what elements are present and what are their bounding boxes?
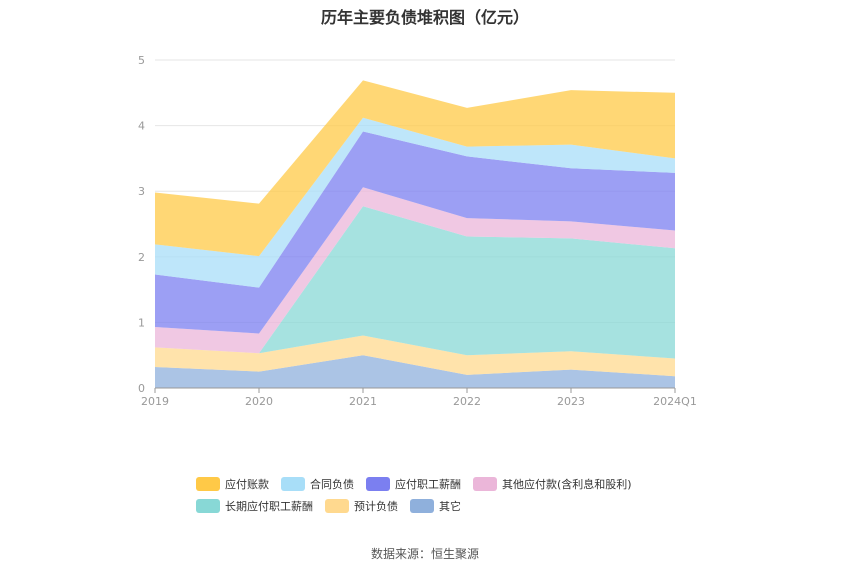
legend-label: 长期应付职工薪酬 [225,500,313,513]
y-tick-label: 1 [138,316,145,329]
legend-label: 预计负债 [354,500,398,513]
y-tick-label: 0 [138,382,145,395]
legend-row: 长期应付职工薪酬 预计负债 其它 [196,495,696,517]
y-tick-label: 5 [138,54,145,67]
x-tick-label: 2021 [349,395,377,408]
legend-swatch [325,499,349,513]
legend: 应付账款 合同负债 应付职工薪酬 其他应付款(含利息和股利) 长期应付职工薪酬 预计负债 其… [196,473,696,517]
legend-item[interactable]: 其他应付款(含利息和股利) [473,476,632,492]
legend-row: 应付账款 合同负债 应付职工薪酬 其他应付款(含利息和股利) [196,473,696,495]
x-tick-label: 2020 [245,395,273,408]
area-series [155,80,675,388]
y-tick-label: 3 [138,185,145,198]
legend-label: 其它 [439,500,461,513]
area-其他应付款(含利息和股利) [155,187,675,354]
axes: 0 1 2 3 4 5 2019 2020 2021 2022 2023 2024Q1 [138,54,697,408]
legend-swatch [196,499,220,513]
x-tick-label: 2022 [453,395,481,408]
y-tick-label: 4 [138,120,145,133]
legend-item[interactable]: 应付账款 [196,476,269,492]
x-tick-label: 2019 [141,395,169,408]
area-应付职工薪酬 [155,131,675,334]
x-tick-label: 2023 [557,395,585,408]
legend-swatch [410,499,434,513]
legend-label: 合同负债 [310,478,354,491]
legend-swatch [281,477,305,491]
area-其它 [155,355,675,388]
legend-swatch [196,477,220,491]
y-tick-label: 2 [138,251,145,264]
legend-swatch [366,477,390,491]
legend-label: 应付职工薪酬 [395,478,461,491]
area-应付账款 [155,80,675,257]
legend-item[interactable]: 长期应付职工薪酬 [196,498,313,514]
legend-item[interactable]: 其它 [410,498,461,514]
chart-title: 历年主要负债堆积图（亿元） [320,8,529,27]
legend-item[interactable]: 预计负债 [325,498,398,514]
legend-label: 应付账款 [225,478,269,491]
area-长期应付职工薪酬 [155,206,675,359]
source-note: 数据来源：恒生聚源 [370,547,479,561]
legend-item[interactable]: 应付职工薪酬 [366,476,461,492]
legend-item[interactable]: 合同负债 [281,476,354,492]
legend-label: 其他应付款(含利息和股利) [502,478,632,491]
legend-swatch [473,477,497,491]
area-预计负债 [155,335,675,377]
x-tick-label: 2024Q1 [653,395,697,408]
stacked-area-chart: 0 1 2 3 4 5 2019 2020 2021 2022 2023 2024Q1 [138,54,697,408]
area-合同负债 [155,117,675,288]
